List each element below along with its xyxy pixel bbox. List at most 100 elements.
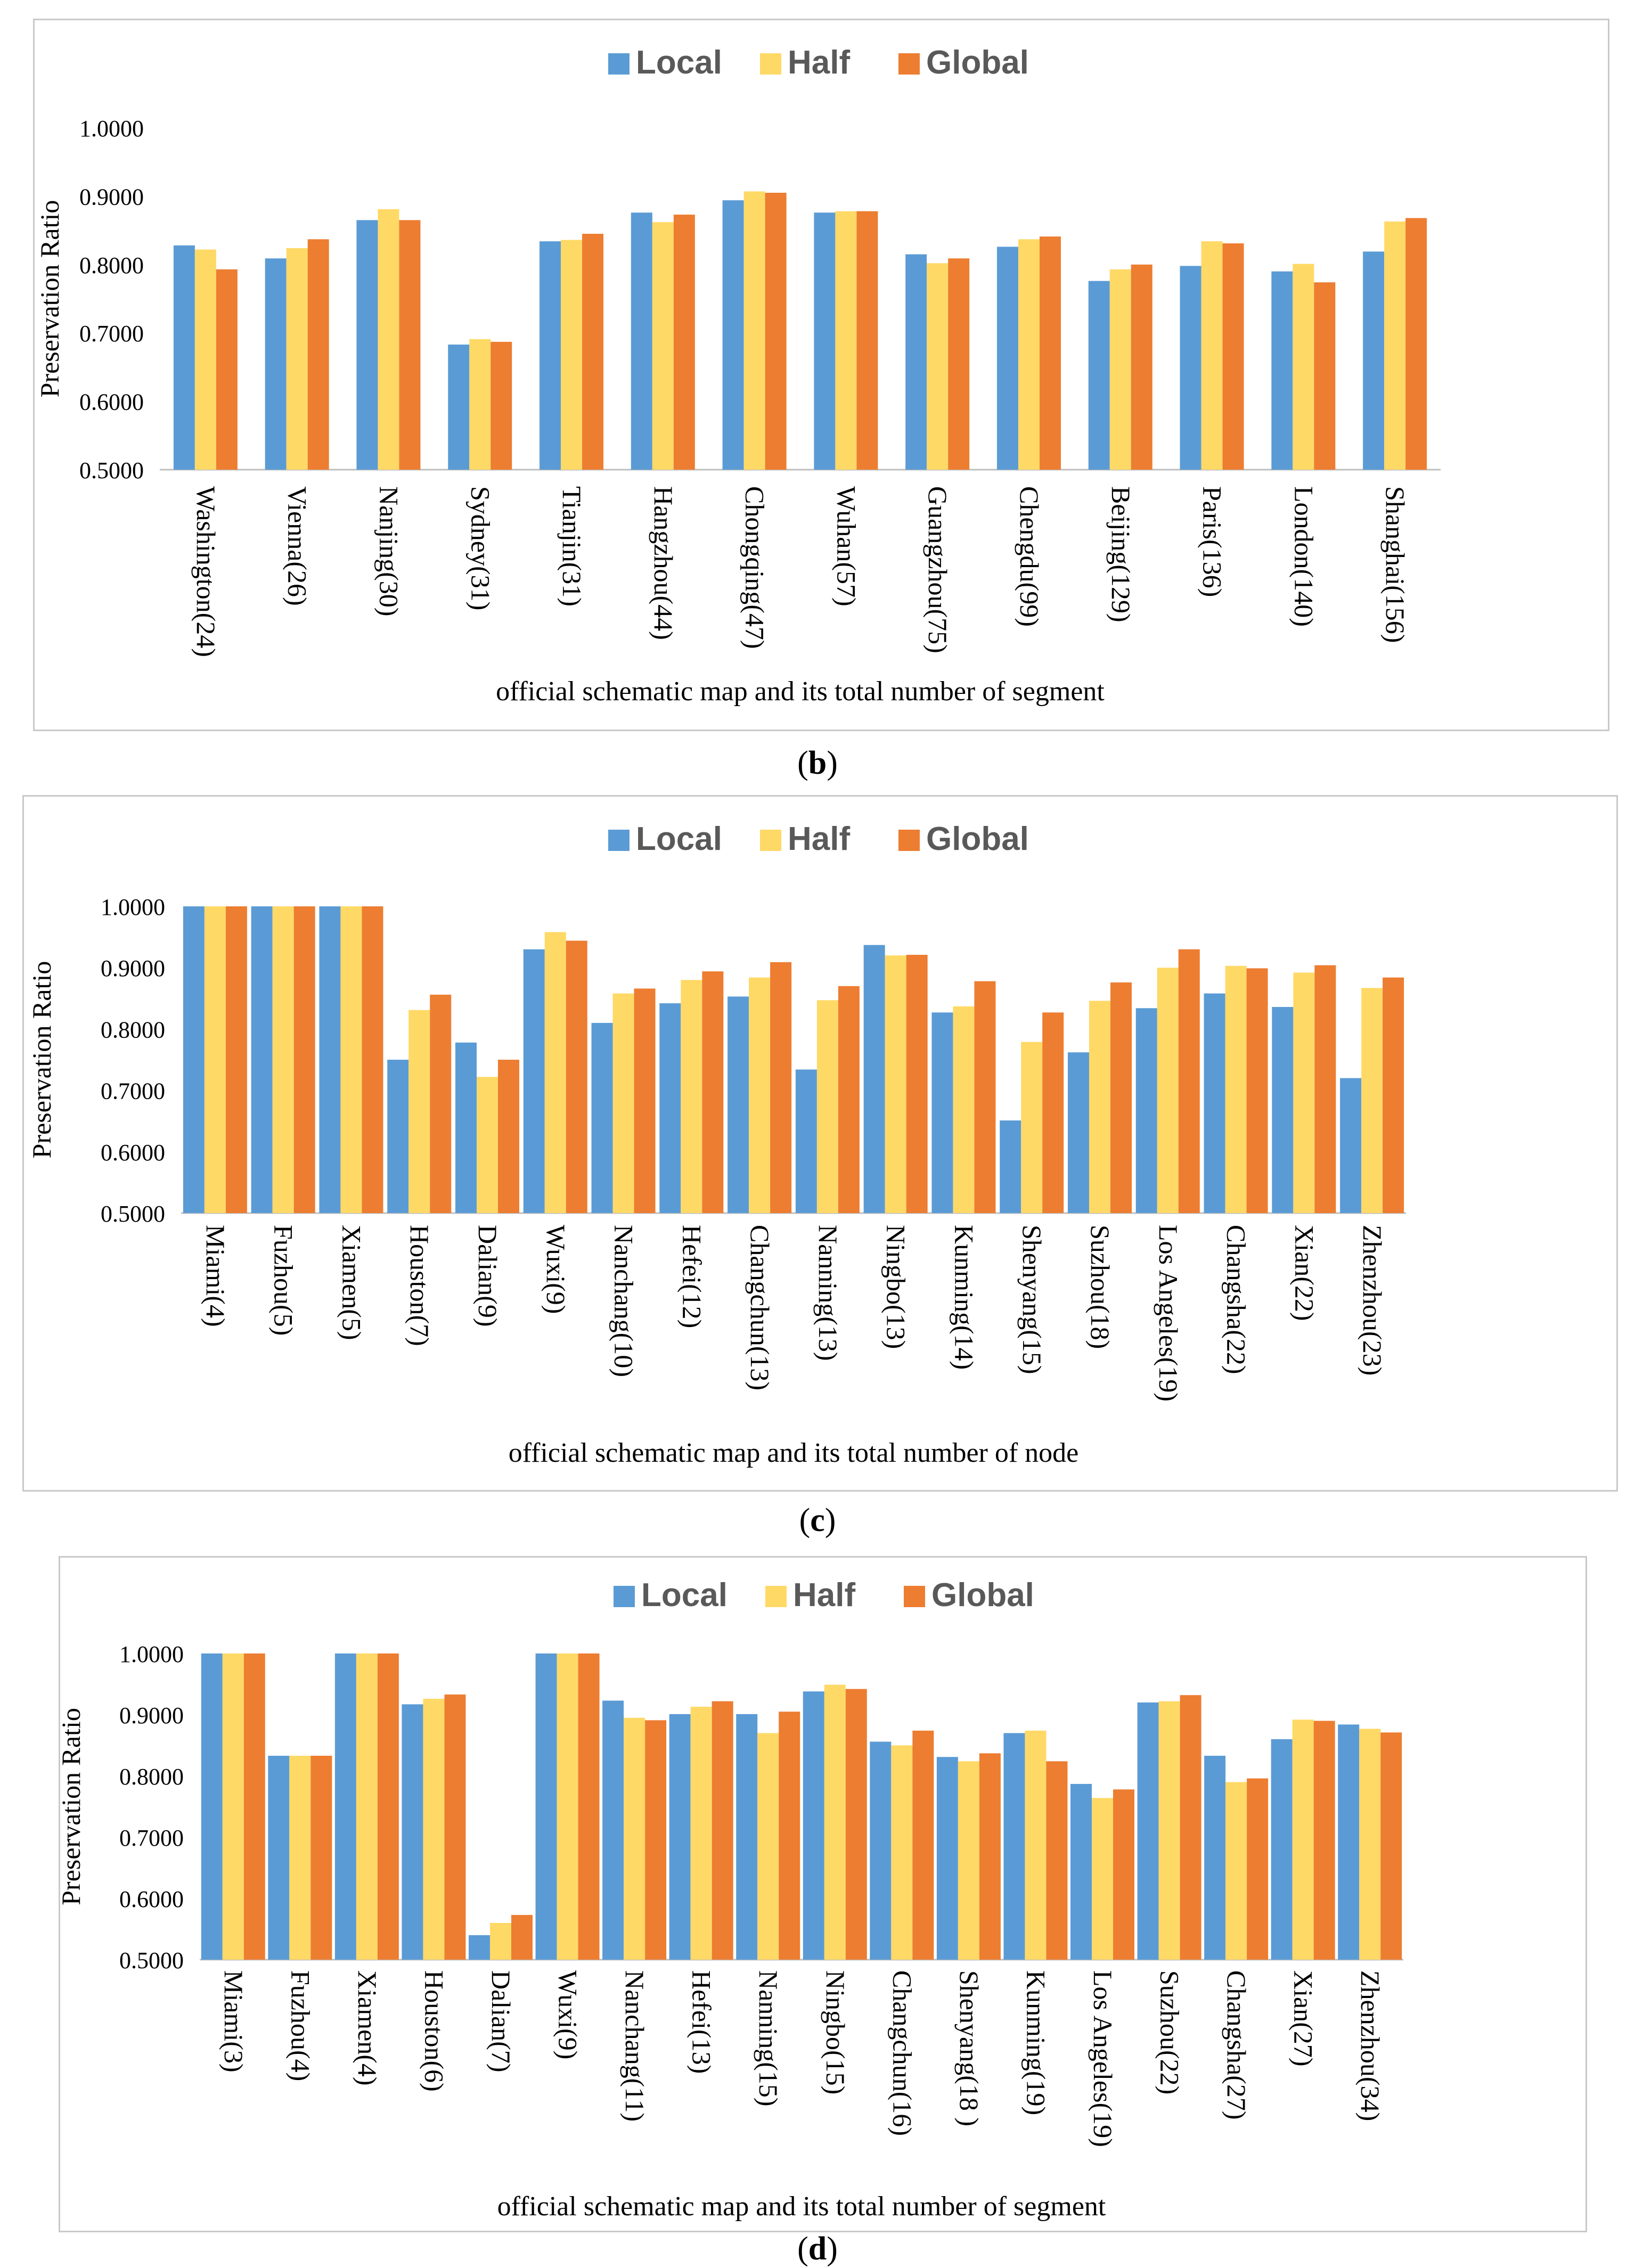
legend-swatch-c-global [898, 830, 920, 851]
y-tick-label-c-1: 0.6000 [101, 1140, 165, 1166]
bar-c-1-half [272, 906, 294, 1213]
bar-b-2-local [356, 220, 378, 470]
x-axis-label-b: official schematic map and its total num… [496, 676, 1105, 707]
legend-label-c-half: Half [788, 821, 850, 857]
y-tick-label-d-2: 0.7000 [119, 1825, 184, 1851]
x-axis-label-d: official schematic map and its total num… [497, 2191, 1106, 2222]
x-tick-label-d-15: Changsha(27) [1222, 1970, 1252, 2120]
bar-b-0-local [173, 245, 195, 470]
bar-d-16-local [1271, 1739, 1293, 1960]
bar-c-13-local [1068, 1052, 1089, 1213]
x-axis-label-c: official schematic map and its total num… [509, 1438, 1079, 1468]
bar-c-8-local [727, 996, 749, 1213]
legend-swatch-b-half [760, 53, 781, 75]
x-tick-label-c-17: Zhenzhou(23) [1358, 1225, 1387, 1375]
bar-d-10-global [912, 1730, 934, 1960]
panel-label-b: (b) [797, 745, 838, 781]
bar-c-14-local [1135, 1008, 1157, 1213]
bar-d-13-global [1113, 1789, 1134, 1960]
x-tick-label-d-0: Miami(3) [219, 1970, 249, 2073]
bar-d-7-local [669, 1714, 691, 1960]
bar-d-16-global [1313, 1721, 1335, 1960]
bar-b-7-global [856, 211, 878, 470]
bar-d-1-half [289, 1756, 311, 1960]
legend-label-b-local: Local [636, 44, 722, 81]
bar-d-2-local [334, 1653, 356, 1960]
bar-d-1-local [268, 1756, 290, 1960]
bar-c-16-local [1272, 1006, 1294, 1213]
bar-c-9-local [795, 1069, 817, 1213]
bar-b-11-half [1201, 241, 1223, 470]
legend-swatch-b-local [608, 53, 630, 75]
bar-b-6-half [743, 191, 765, 470]
bar-b-13-local [1363, 251, 1385, 470]
bar-c-14-half [1157, 968, 1179, 1213]
x-tick-label-c-4: Dalian(9) [473, 1225, 503, 1327]
bar-b-0-half [194, 249, 216, 470]
x-tick-label-d-1: Fuzhou(4) [285, 1970, 315, 2081]
bar-b-4-half [561, 240, 583, 470]
bar-d-5-half [557, 1653, 578, 1960]
x-tick-label-c-16: Xian(22) [1289, 1225, 1319, 1321]
bar-d-3-global [444, 1694, 466, 1960]
bar-c-17-local [1340, 1078, 1362, 1213]
bar-b-3-local [448, 345, 470, 470]
bar-c-17-global [1383, 977, 1404, 1213]
bar-d-14-half [1158, 1701, 1180, 1960]
x-tick-label-b-4: Tianjin(31) [557, 486, 587, 607]
bar-d-4-half [490, 1923, 511, 1960]
x-tick-label-d-17: Zhenzhou(34) [1355, 1970, 1385, 2121]
bar-c-2-half [340, 906, 362, 1213]
bar-c-8-half [749, 977, 771, 1213]
bar-d-0-global [243, 1653, 265, 1960]
x-tick-label-d-2: Xiamen(4) [353, 1970, 382, 2086]
bar-d-8-local [736, 1714, 758, 1960]
bar-b-5-local [631, 212, 652, 470]
bar-c-13-global [1110, 982, 1132, 1213]
bar-d-4-global [511, 1915, 533, 1960]
bar-c-15-half [1225, 965, 1247, 1213]
x-tick-label-c-15: Changsha(22) [1222, 1225, 1252, 1374]
legend-swatch-d-global [904, 1586, 925, 1607]
bar-c-10-local [863, 945, 885, 1213]
x-tick-label-d-3: Houston(6) [419, 1970, 449, 2092]
bar-c-17-half [1361, 988, 1383, 1213]
bar-d-8-half [757, 1733, 779, 1960]
x-tick-label-c-3: Houston(7) [405, 1225, 435, 1346]
bar-d-3-half [423, 1699, 445, 1960]
x-tick-label-b-3: Sydney(31) [465, 486, 495, 610]
x-tick-label-b-5: Hangzhou(44) [649, 486, 678, 640]
bar-b-8-half [927, 263, 949, 470]
bar-b-11-global [1222, 243, 1244, 470]
y-axis-label-d: Preservation Ratio [56, 1708, 86, 1905]
x-tick-label-c-7: Hefei(12) [677, 1225, 707, 1328]
bar-c-10-half [885, 955, 906, 1213]
bar-d-7-global [712, 1701, 733, 1960]
bar-b-9-local [996, 247, 1018, 470]
bar-c-7-local [659, 1003, 681, 1213]
x-tick-label-b-12: London(140) [1289, 486, 1319, 627]
bar-b-9-half [1018, 239, 1040, 470]
legend-swatch-c-half [760, 830, 781, 851]
legend-swatch-c-local [608, 830, 630, 851]
bar-d-0-local [201, 1653, 223, 1960]
x-tick-label-c-11: Kunming(14) [949, 1225, 979, 1370]
x-tick-label-c-1: Fuzhou(5) [269, 1225, 299, 1336]
x-tick-label-b-13: Shanghai(156) [1380, 486, 1410, 643]
bar-c-16-global [1314, 965, 1336, 1213]
bar-d-9-half [824, 1684, 846, 1960]
bar-d-11-global [979, 1753, 1001, 1960]
bar-b-2-global [399, 220, 421, 470]
bar-b-13-global [1405, 218, 1427, 470]
x-tick-label-b-11: Paris(136) [1198, 486, 1228, 597]
bar-b-2-half [378, 209, 399, 470]
bar-c-9-half [816, 1000, 838, 1213]
x-tick-label-d-16: Xian(27) [1289, 1970, 1319, 2067]
bar-b-3-global [490, 341, 512, 470]
x-tick-label-d-12: Kunming(19) [1021, 1970, 1051, 2115]
bar-d-13-half [1092, 1798, 1113, 1960]
bar-c-6-local [591, 1022, 613, 1213]
x-tick-label-d-10: Changchun(16) [887, 1970, 917, 2136]
bar-d-3-local [402, 1704, 423, 1960]
bar-d-10-local [870, 1741, 892, 1960]
